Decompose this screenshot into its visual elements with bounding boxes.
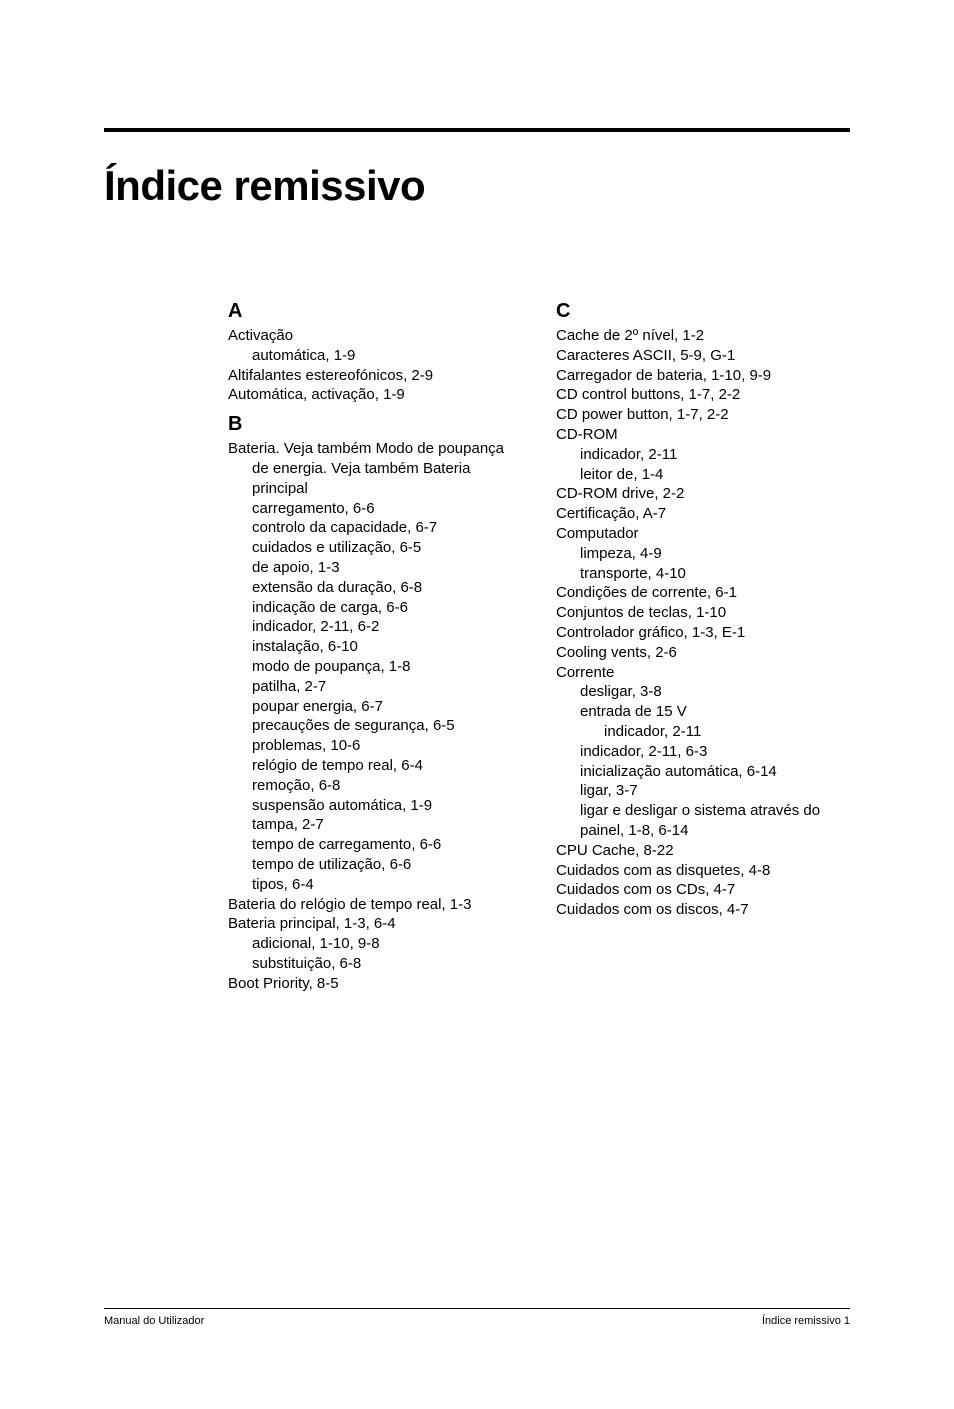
index-subentry: ligar e desligar o sistema através do pa… (556, 801, 850, 841)
section-letter: A (228, 298, 522, 324)
section-letter: C (556, 298, 850, 324)
index-entry: Cuidados com as disquetes, 4-8 (556, 861, 850, 881)
index-subentry: extensão da duração, 6-8 (228, 578, 522, 598)
index-entry: Bateria do relógio de tempo real, 1-3 (228, 895, 522, 915)
page-title: Índice remissivo (104, 162, 850, 210)
index-subentry: automática, 1-9 (228, 346, 522, 366)
top-rule (104, 128, 850, 132)
index-entry: CD control buttons, 1-7, 2-2 (556, 385, 850, 405)
index-subentry: problemas, 10-6 (228, 736, 522, 756)
index-subentry: suspensão automática, 1-9 (228, 796, 522, 816)
index-subentry: indicador, 2-11 (556, 445, 850, 465)
index-entry: Altifalantes estereofónicos, 2-9 (228, 366, 522, 386)
index-subentry: ligar, 3-7 (556, 781, 850, 801)
index-subentry: poupar energia, 6-7 (228, 697, 522, 717)
index-columns: AActivaçãoautomática, 1-9Altifalantes es… (228, 298, 850, 994)
index-entry: Carregador de bateria, 1-10, 9-9 (556, 366, 850, 386)
index-entry: Automática, activação, 1-9 (228, 385, 522, 405)
index-entry: Certificação, A-7 (556, 504, 850, 524)
index-entry: Bateria principal, 1-3, 6-4 (228, 914, 522, 934)
index-subentry: tipos, 6-4 (228, 875, 522, 895)
index-subentry: transporte, 4-10 (556, 564, 850, 584)
section-letter: B (228, 411, 522, 437)
index-subentry: indicador, 2-11, 6-3 (556, 742, 850, 762)
index-subsubentry: indicador, 2-11 (556, 722, 850, 742)
index-entry: Activação (228, 326, 522, 346)
index-entry: CD-ROM (556, 425, 850, 445)
index-entry: Cooling vents, 2-6 (556, 643, 850, 663)
index-subentry: substituição, 6-8 (228, 954, 522, 974)
index-entry: CD-ROM drive, 2-2 (556, 484, 850, 504)
footer-right: Índice remissivo 1 (762, 1315, 850, 1327)
index-subentry: relógio de tempo real, 6-4 (228, 756, 522, 776)
index-entry: CPU Cache, 8-22 (556, 841, 850, 861)
index-subentry: tempo de carregamento, 6-6 (228, 835, 522, 855)
column-left: AActivaçãoautomática, 1-9Altifalantes es… (228, 298, 522, 994)
index-subentry: adicional, 1-10, 9-8 (228, 934, 522, 954)
index-entry: Caracteres ASCII, 5-9, G-1 (556, 346, 850, 366)
index-entry: Boot Priority, 8-5 (228, 974, 522, 994)
index-subentry: indicação de carga, 6-6 (228, 598, 522, 618)
index-subentry: tempo de utilização, 6-6 (228, 855, 522, 875)
index-entry: Conjuntos de teclas, 1-10 (556, 603, 850, 623)
index-subentry: inicialização automática, 6-14 (556, 762, 850, 782)
index-entry: Cuidados com os discos, 4-7 (556, 900, 850, 920)
index-subentry: modo de poupança, 1-8 (228, 657, 522, 677)
footer-left: Manual do Utilizador (104, 1315, 204, 1327)
index-subentry: carregamento, 6-6 (228, 499, 522, 519)
index-subentry: tampa, 2-7 (228, 815, 522, 835)
index-subentry: desligar, 3-8 (556, 682, 850, 702)
index-entry: Controlador gráfico, 1-3, E-1 (556, 623, 850, 643)
index-entry: Corrente (556, 663, 850, 683)
index-subentry: precauções de segurança, 6-5 (228, 716, 522, 736)
footer: Manual do Utilizador Índice remissivo 1 (104, 1308, 850, 1327)
index-subentry: cuidados e utilização, 6-5 (228, 538, 522, 558)
index-entry: Bateria. Veja também Modo de poupança de… (228, 439, 522, 498)
index-subentry: limpeza, 4-9 (556, 544, 850, 564)
index-subentry: controlo da capacidade, 6-7 (228, 518, 522, 538)
index-subentry: leitor de, 1-4 (556, 465, 850, 485)
index-subentry: remoção, 6-8 (228, 776, 522, 796)
index-entry: Condições de corrente, 6-1 (556, 583, 850, 603)
index-subentry: entrada de 15 V (556, 702, 850, 722)
index-entry: Cuidados com os CDs, 4-7 (556, 880, 850, 900)
index-subentry: de apoio, 1-3 (228, 558, 522, 578)
page: Índice remissivo AActivaçãoautomática, 1… (0, 0, 954, 1409)
index-subentry: indicador, 2-11, 6-2 (228, 617, 522, 637)
index-subentry: patilha, 2-7 (228, 677, 522, 697)
index-subentry: instalação, 6-10 (228, 637, 522, 657)
index-entry: CD power button, 1-7, 2-2 (556, 405, 850, 425)
index-entry: Computador (556, 524, 850, 544)
index-entry: Cache de 2º nível, 1-2 (556, 326, 850, 346)
column-right: CCache de 2º nível, 1-2Caracteres ASCII,… (556, 298, 850, 994)
